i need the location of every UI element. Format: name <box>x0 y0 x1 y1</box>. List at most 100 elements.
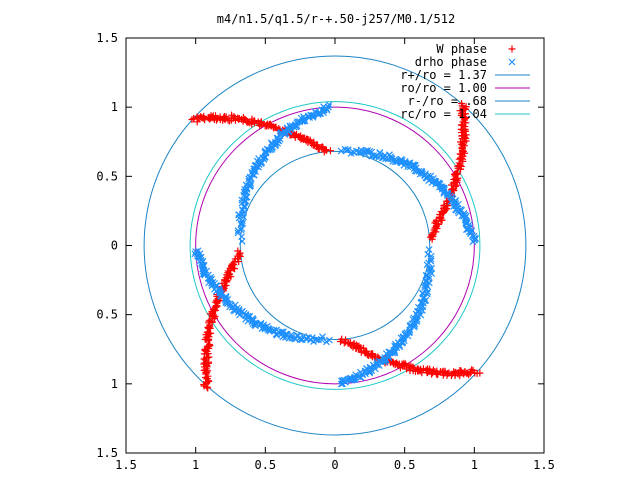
drho-phase-point <box>318 336 326 344</box>
w-phase-point <box>216 114 224 122</box>
x-tick-label: 1.5 <box>115 458 137 472</box>
w-phase-point <box>205 336 213 344</box>
drho-phase-point <box>467 228 474 236</box>
drho-phase-point <box>364 146 372 154</box>
drho-phase-point <box>404 163 412 171</box>
drho-phase-point <box>196 250 204 258</box>
w-phase-point <box>188 116 196 124</box>
y-tick-label: 0.5 <box>96 308 118 322</box>
drho-phase-point <box>301 117 309 125</box>
drho-phase-point <box>469 238 477 246</box>
drho-phase-point <box>406 163 414 171</box>
drho-phase-point <box>323 338 330 346</box>
w-phase-point <box>213 302 221 310</box>
drho-phase-point <box>273 331 281 339</box>
w-phase-point <box>262 121 270 129</box>
w-phase-point <box>204 384 212 392</box>
w-phase-point <box>453 169 461 177</box>
legend-label-r-minus: r-/ro = .68 <box>408 94 487 108</box>
drho-phase-point <box>425 246 433 253</box>
x-tick-label: 0.5 <box>394 458 416 472</box>
y-tick-label: 1.5 <box>96 31 118 45</box>
x-tick-label: 1 <box>192 458 199 472</box>
drho-phase-point <box>417 299 425 307</box>
radius-circles <box>143 55 527 436</box>
drho-phase-point <box>222 295 229 303</box>
w-phase-point <box>235 115 243 123</box>
w-phase-point <box>204 114 212 122</box>
w-phase-point <box>455 155 463 163</box>
w-phase-point <box>200 382 208 390</box>
w-phase-point <box>400 359 408 367</box>
chart-title: m4/n1.5/q1.5/r-+.50-j257/M0.1/512 <box>217 12 455 26</box>
y-tick-label: 1 <box>111 377 118 391</box>
drho-phase-point <box>300 115 308 123</box>
drho-phase-point <box>239 219 247 227</box>
y-tick-label: 1.5 <box>96 446 118 460</box>
drho-phase-point <box>471 234 479 242</box>
legend-label-r-plus: r+/ro = 1.37 <box>400 68 487 82</box>
drho-phase-point <box>425 273 433 281</box>
drho-phase-point <box>423 261 431 269</box>
circle-1 <box>195 106 475 385</box>
y-tick-label: 0 <box>111 239 118 253</box>
w-phase-point <box>459 125 467 133</box>
w-phase-point <box>467 368 475 376</box>
drho-phase-point <box>392 342 400 350</box>
w-phase-point <box>203 368 211 376</box>
x-tick-label: 1.5 <box>533 458 555 472</box>
drho-phase-point <box>416 170 424 178</box>
w-phase-point <box>320 148 328 156</box>
w-phase-point <box>440 201 448 209</box>
circle-0 <box>143 55 527 436</box>
drho-phase-point <box>247 182 255 189</box>
drho-phase-point <box>337 380 345 388</box>
legend-label-rc: rc/ro = 1.04 <box>400 107 487 121</box>
w-phase-point <box>456 107 464 115</box>
drho-phase-point <box>257 160 265 168</box>
drho-phase-point <box>400 334 408 342</box>
drho-phase-point <box>370 362 378 370</box>
w-phase-point <box>205 377 213 385</box>
w-phase-point <box>409 363 417 371</box>
drho-phase-point <box>273 326 280 334</box>
w-phase-point <box>451 170 459 178</box>
drho-phase-point <box>427 175 435 183</box>
w-phase-point <box>363 348 371 356</box>
w-phase-point <box>401 361 409 369</box>
legend: W phase drho phase r+/ro = 1.37 ro/ro = … <box>400 42 530 121</box>
y-tick-label: 1 <box>111 100 118 114</box>
w-phase-point <box>308 140 316 148</box>
drho-phase-point <box>194 247 202 255</box>
w-phase-point <box>458 102 466 110</box>
w-phase-point <box>459 132 467 140</box>
w-phase-point <box>457 121 465 129</box>
drho-phase-point <box>358 370 366 378</box>
drho-phase-point <box>343 146 351 154</box>
y-tick-label: 0.5 <box>96 169 118 183</box>
w-phase-point <box>462 131 470 139</box>
drho-phase-point <box>421 284 429 292</box>
x-tick-label: 0 <box>331 458 338 472</box>
x-tick-label: 1 <box>471 458 478 472</box>
drho-phase-point <box>315 336 322 344</box>
drho-phase-points <box>191 101 480 388</box>
legend-swatch-drho-phase <box>508 58 516 66</box>
circle-3 <box>189 101 481 390</box>
legend-marker <box>508 58 516 66</box>
legend-label-drho-phase: drho phase <box>415 55 487 69</box>
drho-phase-point <box>278 328 286 336</box>
w-phase-point <box>476 369 484 377</box>
drho-phase-point <box>427 255 435 263</box>
w-phase-point <box>190 115 198 123</box>
circle-2 <box>239 150 431 341</box>
w-phase-point <box>462 103 470 111</box>
w-phase-point <box>309 141 317 149</box>
legend-marker <box>508 45 516 53</box>
w-phase-point <box>460 116 468 124</box>
drho-phase-point <box>424 250 432 258</box>
w-phase-point <box>368 350 376 358</box>
drho-phase-point <box>362 150 369 158</box>
